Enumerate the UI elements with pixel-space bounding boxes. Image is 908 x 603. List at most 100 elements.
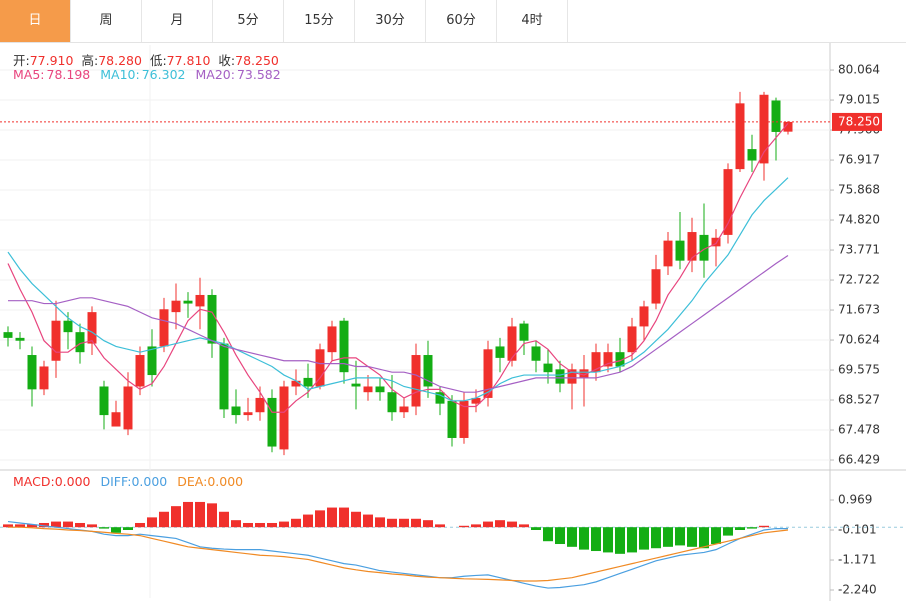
macd-bar: [135, 522, 145, 528]
macd-bar: [687, 527, 697, 547]
ohlc-value: 77.810: [166, 53, 211, 68]
macd-line: [7, 520, 788, 589]
macd-bar: [3, 524, 13, 528]
macd-bar: [555, 527, 565, 545]
candle-body: [75, 332, 85, 353]
candle-body: [267, 397, 277, 447]
macd-bar: [207, 503, 217, 528]
legend-value: 73.582: [236, 67, 281, 82]
legend-name: MACD: [13, 474, 55, 489]
macd-bar: [255, 522, 265, 528]
candle-body: [231, 406, 241, 416]
period-tab[interactable]: 5分: [213, 0, 284, 42]
macd-bar: [747, 527, 757, 529]
macd-bar: [531, 527, 541, 530]
macd-bar: [63, 521, 73, 528]
macd-bar: [519, 524, 529, 528]
candle-body: [651, 269, 661, 304]
macd-bar: [711, 527, 721, 545]
y-tick-label: -0.101: [838, 523, 877, 537]
legend-name: DIFF: [101, 474, 132, 489]
candle-body: [207, 294, 217, 344]
candle-body: [279, 386, 289, 450]
y-tick-label: 80.064: [838, 63, 880, 77]
candle-body: [303, 377, 313, 387]
candle-body: [159, 309, 169, 347]
macd-bar: [435, 524, 445, 528]
legend-value: 0.000: [131, 474, 168, 489]
candle-body: [219, 343, 229, 410]
ohlc-label: 低:: [149, 53, 167, 68]
macd-bar: [99, 527, 109, 529]
candle-body: [627, 326, 637, 353]
ohlc-value: 78.280: [98, 53, 142, 68]
macd-bar: [171, 506, 181, 528]
ohlc-label: 收:: [218, 53, 236, 68]
macd-bar: [615, 527, 625, 554]
candle-body: [255, 397, 265, 413]
y-tick-label: 71.673: [838, 303, 880, 317]
macd-bar: [279, 521, 289, 528]
period-tab[interactable]: 4时: [497, 0, 568, 42]
candle-body: [399, 406, 409, 413]
ma-line: [8, 254, 789, 393]
macd-bar: [75, 522, 85, 528]
candle-body: [579, 369, 589, 378]
candle-body: [315, 349, 325, 387]
period-tabs: 日周月 5分 15分 30分 60分 4时: [0, 0, 906, 43]
candle-body: [567, 369, 577, 384]
period-tab[interactable]: 60分: [426, 0, 497, 42]
macd-bar: [183, 501, 193, 528]
candle-body: [459, 400, 469, 438]
y-tick-label: 74.820: [838, 213, 880, 227]
y-tick-label: 67.478: [838, 423, 880, 437]
y-tick-label: 70.624: [838, 333, 880, 347]
macd-bar: [651, 527, 661, 549]
y-tick-label: 68.527: [838, 393, 880, 407]
candle-body: [39, 366, 49, 390]
macd-bar: [579, 527, 589, 550]
legend-value: 76.302: [141, 67, 186, 82]
candle-body: [183, 300, 193, 304]
candle-body: [15, 337, 25, 341]
macd-bar: [363, 514, 373, 528]
candle-body: [759, 94, 769, 164]
candle-body: [435, 392, 445, 404]
period-tab[interactable]: 30分: [355, 0, 426, 42]
macd-legend: MACD0.000DIFF0.000DEA0.000: [13, 474, 253, 489]
candle-body: [615, 352, 625, 367]
ohlc-value: 77.910: [29, 53, 74, 68]
macd-bar: [327, 507, 337, 528]
legend-name: MA5: [13, 67, 45, 82]
candle-body: [339, 320, 349, 373]
candle-body: [243, 412, 253, 416]
macd-bar: [399, 518, 409, 528]
macd-bar: [303, 514, 313, 528]
macd-line: [8, 526, 789, 582]
ohlc-label: 高:: [81, 53, 99, 68]
candle-body: [771, 100, 781, 132]
legend-value: 0.000: [207, 474, 244, 489]
candle-body: [639, 306, 649, 327]
macd-bar: [459, 525, 469, 528]
candle-body: [711, 237, 721, 247]
candle-body: [63, 320, 73, 333]
candle-body: [723, 169, 733, 235]
candle-body: [687, 232, 697, 261]
macd-bar: [243, 522, 253, 528]
last-price-box: [832, 112, 882, 131]
candle-body: [447, 400, 457, 438]
macd-bar: [147, 517, 157, 528]
candle-body: [519, 323, 529, 341]
candle-body: [747, 149, 757, 161]
period-tab[interactable]: 月: [142, 0, 213, 42]
macd-bar: [39, 522, 49, 528]
period-tab[interactable]: 15分: [284, 0, 355, 42]
ohlc-header: 开:77.910 高:78.280 低:77.810 收:78.250: [13, 50, 287, 69]
candle-body: [495, 346, 505, 358]
macd-bar: [123, 527, 133, 530]
period-tab[interactable]: 日: [0, 0, 71, 42]
period-tab[interactable]: 周: [71, 0, 142, 42]
candle-body: [423, 355, 433, 387]
